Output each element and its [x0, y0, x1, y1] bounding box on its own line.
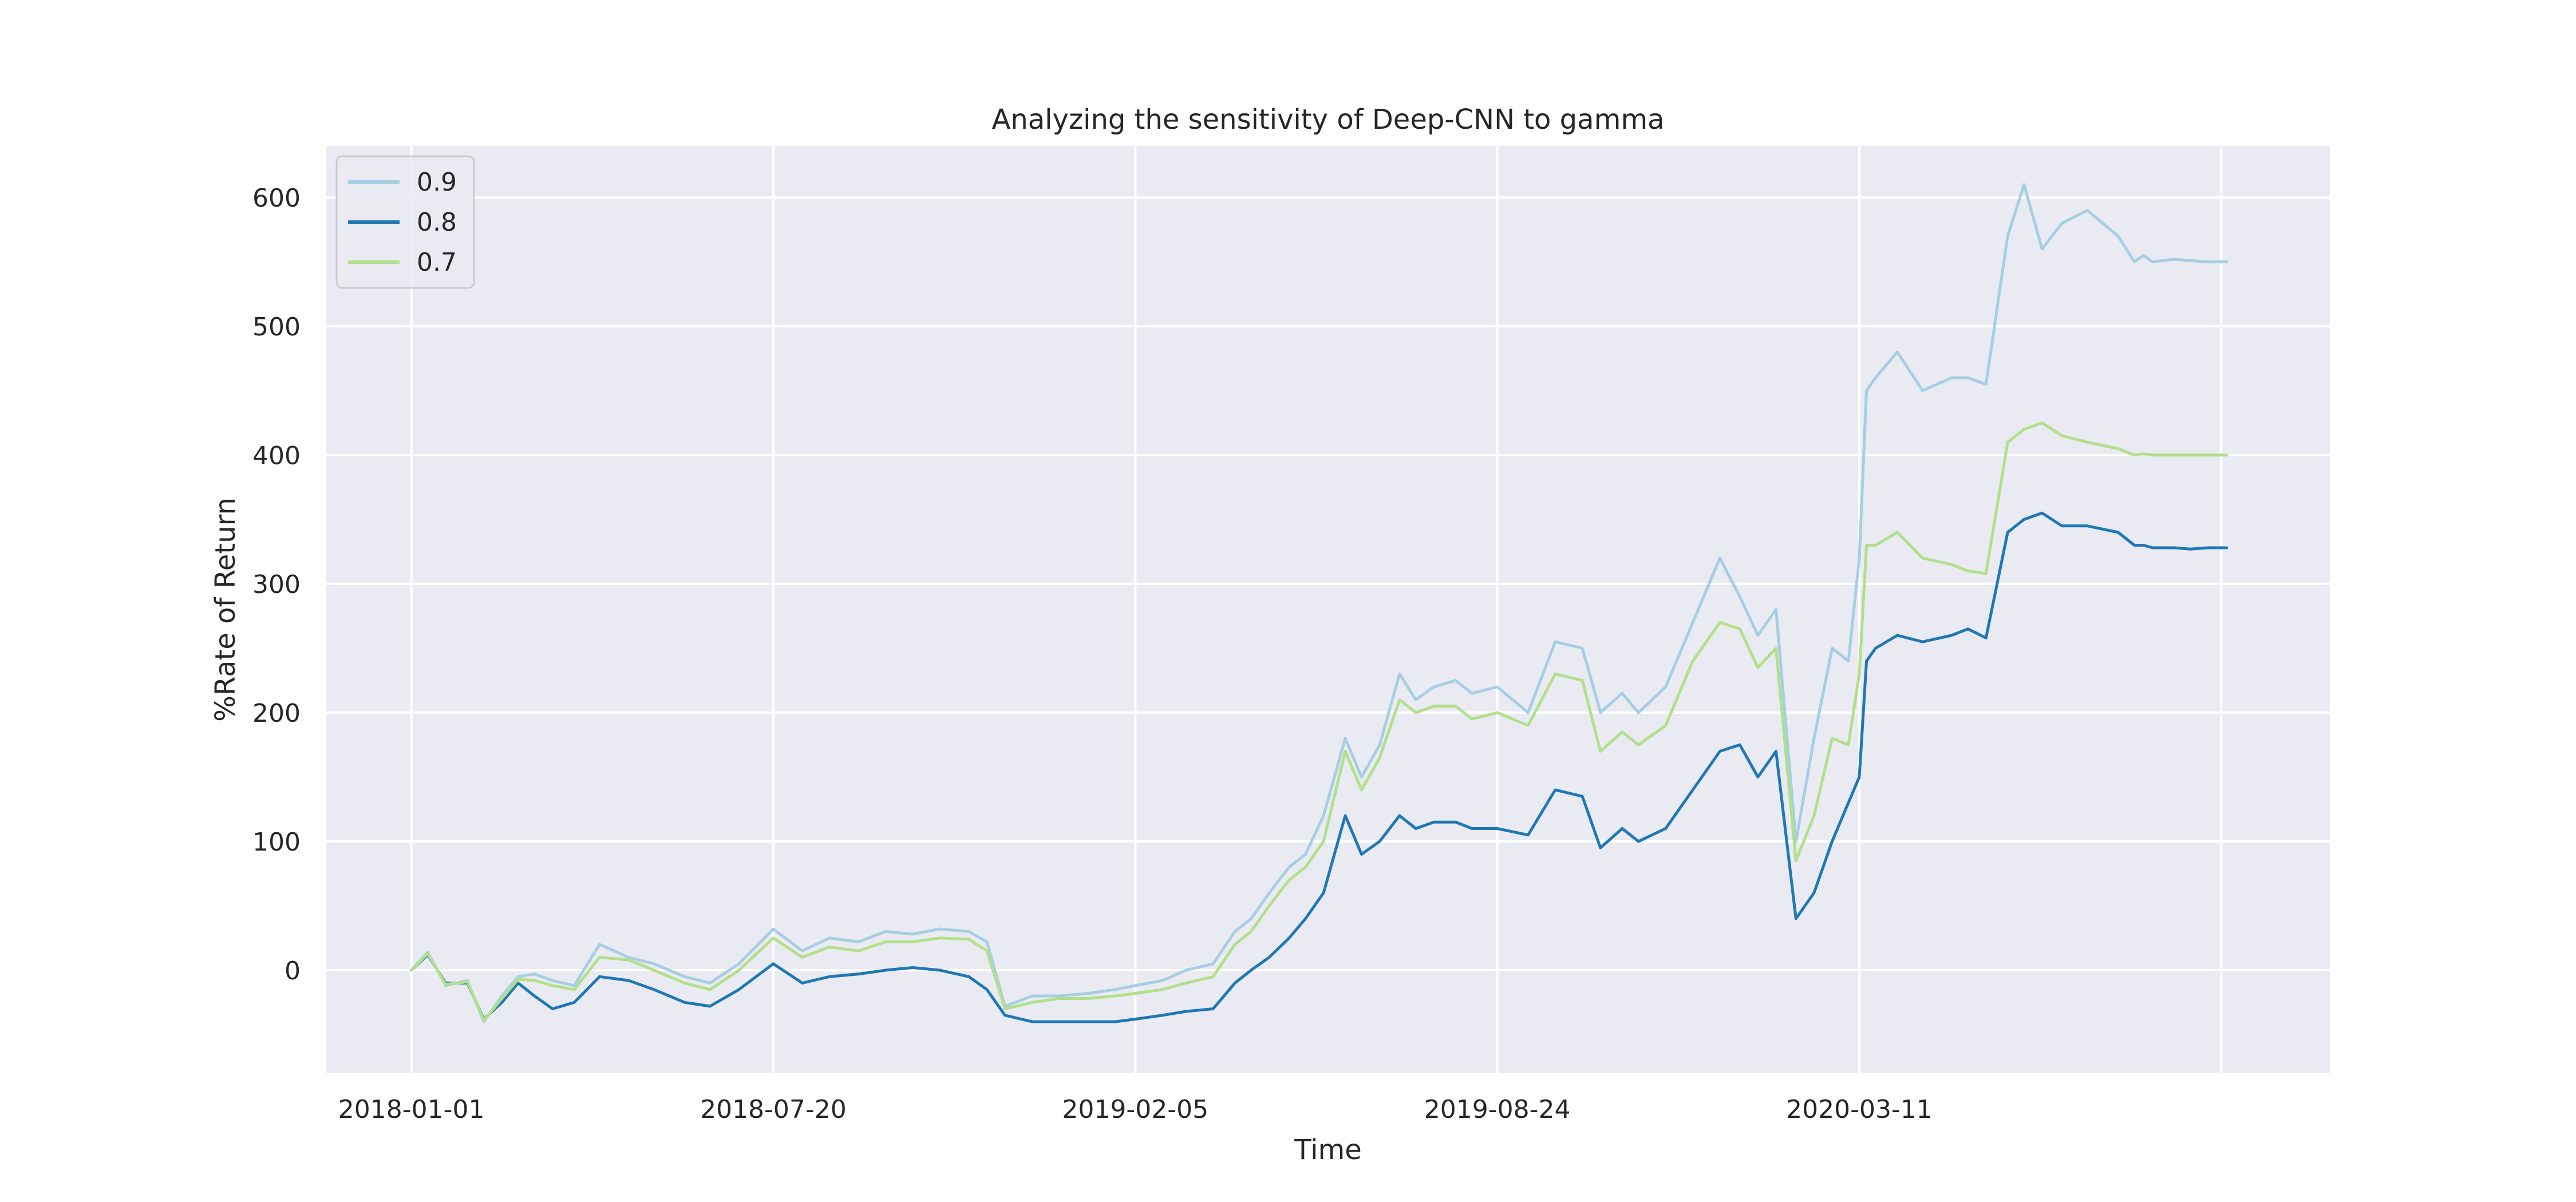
x-tick-label: 2020-03-11: [1786, 1095, 1933, 1124]
x-tick-label: 2018-07-20: [700, 1095, 847, 1124]
legend: 0.9 0.8 0.7: [335, 155, 475, 289]
legend-label: 0.7: [417, 248, 457, 277]
y-tick-label: 300: [252, 570, 301, 599]
legend-label: 0.9: [417, 168, 457, 197]
x-tick-label: 2019-02-05: [1062, 1095, 1208, 1124]
chart-title: Analyzing the sensitivity of Deep-CNN to…: [992, 104, 1665, 136]
y-axis-label: %Rate of Return: [210, 497, 242, 722]
y-tick-labels: 0 100 200 300 400 500 600: [252, 184, 301, 986]
x-axis-label: Time: [1294, 1134, 1361, 1166]
y-tick-label: 600: [252, 184, 301, 213]
y-tick-label: 200: [252, 699, 301, 728]
plot-area: [326, 146, 2330, 1073]
legend-label: 0.8: [417, 208, 457, 237]
x-tick-label: 2018-01-01: [338, 1095, 485, 1124]
x-tick-label: 2019-08-24: [1424, 1095, 1571, 1124]
series-lines: [410, 183, 2229, 1023]
y-tick-label: 100: [252, 828, 301, 857]
x-tick-labels: 2018-01-01 2018-07-20 2019-02-05 2019-08-24…: [338, 1095, 1933, 1124]
y-tick-label: 500: [252, 313, 301, 342]
series-line-0-9: [410, 183, 2229, 1023]
legend-box: [335, 155, 475, 289]
series-line-0-7: [410, 421, 2229, 1022]
series-line-0-8: [410, 511, 2229, 1023]
y-tick-label: 0: [285, 956, 301, 986]
y-tick-label: 400: [252, 441, 301, 470]
